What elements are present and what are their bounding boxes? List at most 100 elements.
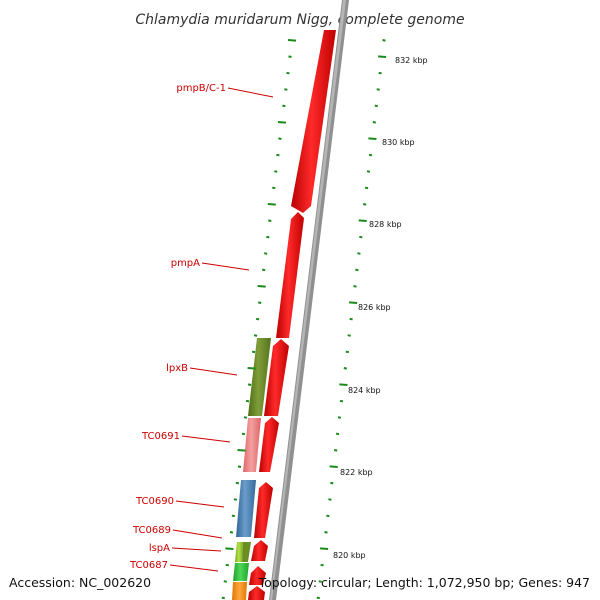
gene-pmpB-C-1-forward xyxy=(291,30,336,213)
outer-ticks-tick xyxy=(328,498,332,501)
inner-ticks-tick xyxy=(237,465,242,468)
outer-ticks-tick xyxy=(376,88,380,91)
gene-label-TC0687: TC0687 xyxy=(129,560,219,572)
kbp-label-826: 826 kbp xyxy=(358,303,391,312)
gene-label-TC0690: TC0690 xyxy=(135,496,225,508)
outer-tick-marks xyxy=(316,39,387,600)
inner-ticks-tick xyxy=(282,104,286,108)
outer-ticks-tick xyxy=(355,268,359,272)
outer-ticks-tick xyxy=(349,301,358,304)
inner-ticks-tick xyxy=(284,88,288,91)
inner-ticks-tick xyxy=(278,137,282,140)
map-title: Chlamydia muridarum Nigg, complete genom… xyxy=(135,12,464,28)
gene-red-forward-7 xyxy=(249,566,266,585)
gene-label-pmpB-C-1: pmpB/C-1 xyxy=(176,83,274,98)
inner-ticks-tick xyxy=(268,219,272,222)
gene-TC0691 xyxy=(243,418,261,472)
inner-ticks-tick xyxy=(247,383,252,386)
gene-red-forward-5 xyxy=(254,482,273,538)
inner-ticks-tick xyxy=(247,367,256,370)
outer-ticks-tick xyxy=(347,334,351,337)
outer-ticks-tick xyxy=(316,596,320,600)
inner-ticks-tick xyxy=(262,268,266,272)
inner-ticks-tick xyxy=(245,399,250,403)
inner-ticks-tick xyxy=(237,449,246,452)
svg-text:TC0691: TC0691 xyxy=(141,431,180,442)
outer-ticks-tick xyxy=(372,121,376,124)
outer-ticks-tick xyxy=(343,367,347,370)
kbp-label-822: 822 kbp xyxy=(340,468,373,477)
inner-ticks-tick xyxy=(286,71,290,75)
inner-ticks-tick xyxy=(274,170,278,173)
svg-text:lpxB: lpxB xyxy=(166,363,188,374)
outer-ticks-tick xyxy=(334,449,338,452)
inner-ticks-tick xyxy=(225,547,234,550)
inner-ticks-tick xyxy=(255,317,260,321)
kbp-label-828: 828 kbp xyxy=(369,220,402,229)
outer-ticks-tick xyxy=(339,383,348,386)
gene-label-lspA: lspA xyxy=(149,543,222,554)
outer-ticks-tick xyxy=(320,563,324,567)
gene-red-forward-4 xyxy=(259,417,279,472)
gene-lpxB xyxy=(248,338,271,416)
inner-ticks-tick xyxy=(258,301,262,304)
inner-ticks-tick xyxy=(288,55,292,58)
inner-ticks-tick xyxy=(229,531,234,534)
inner-ticks-tick xyxy=(243,416,248,419)
inner-ticks-tick xyxy=(287,39,297,42)
outer-ticks-tick xyxy=(378,71,382,75)
outer-ticks-tick xyxy=(366,170,371,173)
svg-text:pmpA: pmpA xyxy=(171,258,200,269)
outer-ticks-tick xyxy=(382,39,386,42)
svg-text:TC0689: TC0689 xyxy=(132,525,171,536)
inner-ticks-tick xyxy=(223,580,227,583)
inner-ticks-tick xyxy=(231,514,236,518)
outer-ticks-tick xyxy=(335,432,340,436)
inner-ticks-tick xyxy=(235,481,240,485)
gene-label-pmpA: pmpA xyxy=(171,258,250,271)
outer-ticks-tick xyxy=(364,186,369,190)
svg-text:TC0687: TC0687 xyxy=(129,560,168,571)
outer-ticks-tick xyxy=(337,416,342,419)
inner-ticks-tick xyxy=(241,432,246,436)
gene-red-forward-3 xyxy=(264,339,289,416)
gene-label-TC0691: TC0691 xyxy=(141,431,231,443)
gene-label-TC0689: TC0689 xyxy=(132,525,223,539)
topology-text: Topology: circular; Length: 1,072,950 bp… xyxy=(258,575,590,590)
inner-ticks-tick xyxy=(253,334,258,337)
gene-label-lpxB: lpxB xyxy=(166,363,238,376)
inner-ticks-tick xyxy=(264,252,268,255)
outer-ticks-tick xyxy=(368,137,377,140)
gene-TC0690 xyxy=(236,480,256,537)
gene-orange xyxy=(232,582,247,600)
outer-ticks-tick xyxy=(320,547,329,550)
kbp-label-820: 820 kbp xyxy=(333,551,366,560)
inner-ticks-tick xyxy=(257,285,266,288)
inner-ticks-tick xyxy=(267,203,276,206)
gene-red-forward-8 xyxy=(248,586,265,600)
kbp-label-832: 832 kbp xyxy=(395,56,428,65)
gene-TC0687 xyxy=(233,563,249,581)
inner-ticks-tick xyxy=(225,563,229,567)
inner-ticks-tick xyxy=(277,121,286,124)
outer-ticks-tick xyxy=(324,531,328,534)
inner-tick-marks xyxy=(221,39,297,600)
inner-ticks-tick xyxy=(266,235,270,239)
gene-TC0689 xyxy=(235,542,243,562)
inner-ticks-tick xyxy=(221,596,225,600)
outer-ticks-tick xyxy=(374,104,378,108)
kbp-label-830: 830 kbp xyxy=(382,138,415,147)
svg-text:pmpB/C-1: pmpB/C-1 xyxy=(176,83,226,94)
inner-ticks-tick xyxy=(276,153,280,157)
gene-pmpA-forward xyxy=(276,212,304,338)
outer-ticks-tick xyxy=(345,350,349,354)
svg-text:lspA: lspA xyxy=(149,543,170,554)
outer-ticks-tick xyxy=(357,252,361,255)
inner-ticks-tick xyxy=(272,186,276,190)
outer-ticks-tick xyxy=(330,481,334,485)
outer-ticks-tick xyxy=(329,465,338,468)
accession-text: Accession: NC_002620 xyxy=(9,575,152,590)
outer-ticks-tick xyxy=(353,285,357,288)
kbp-label-824: 824 kbp xyxy=(348,386,381,395)
